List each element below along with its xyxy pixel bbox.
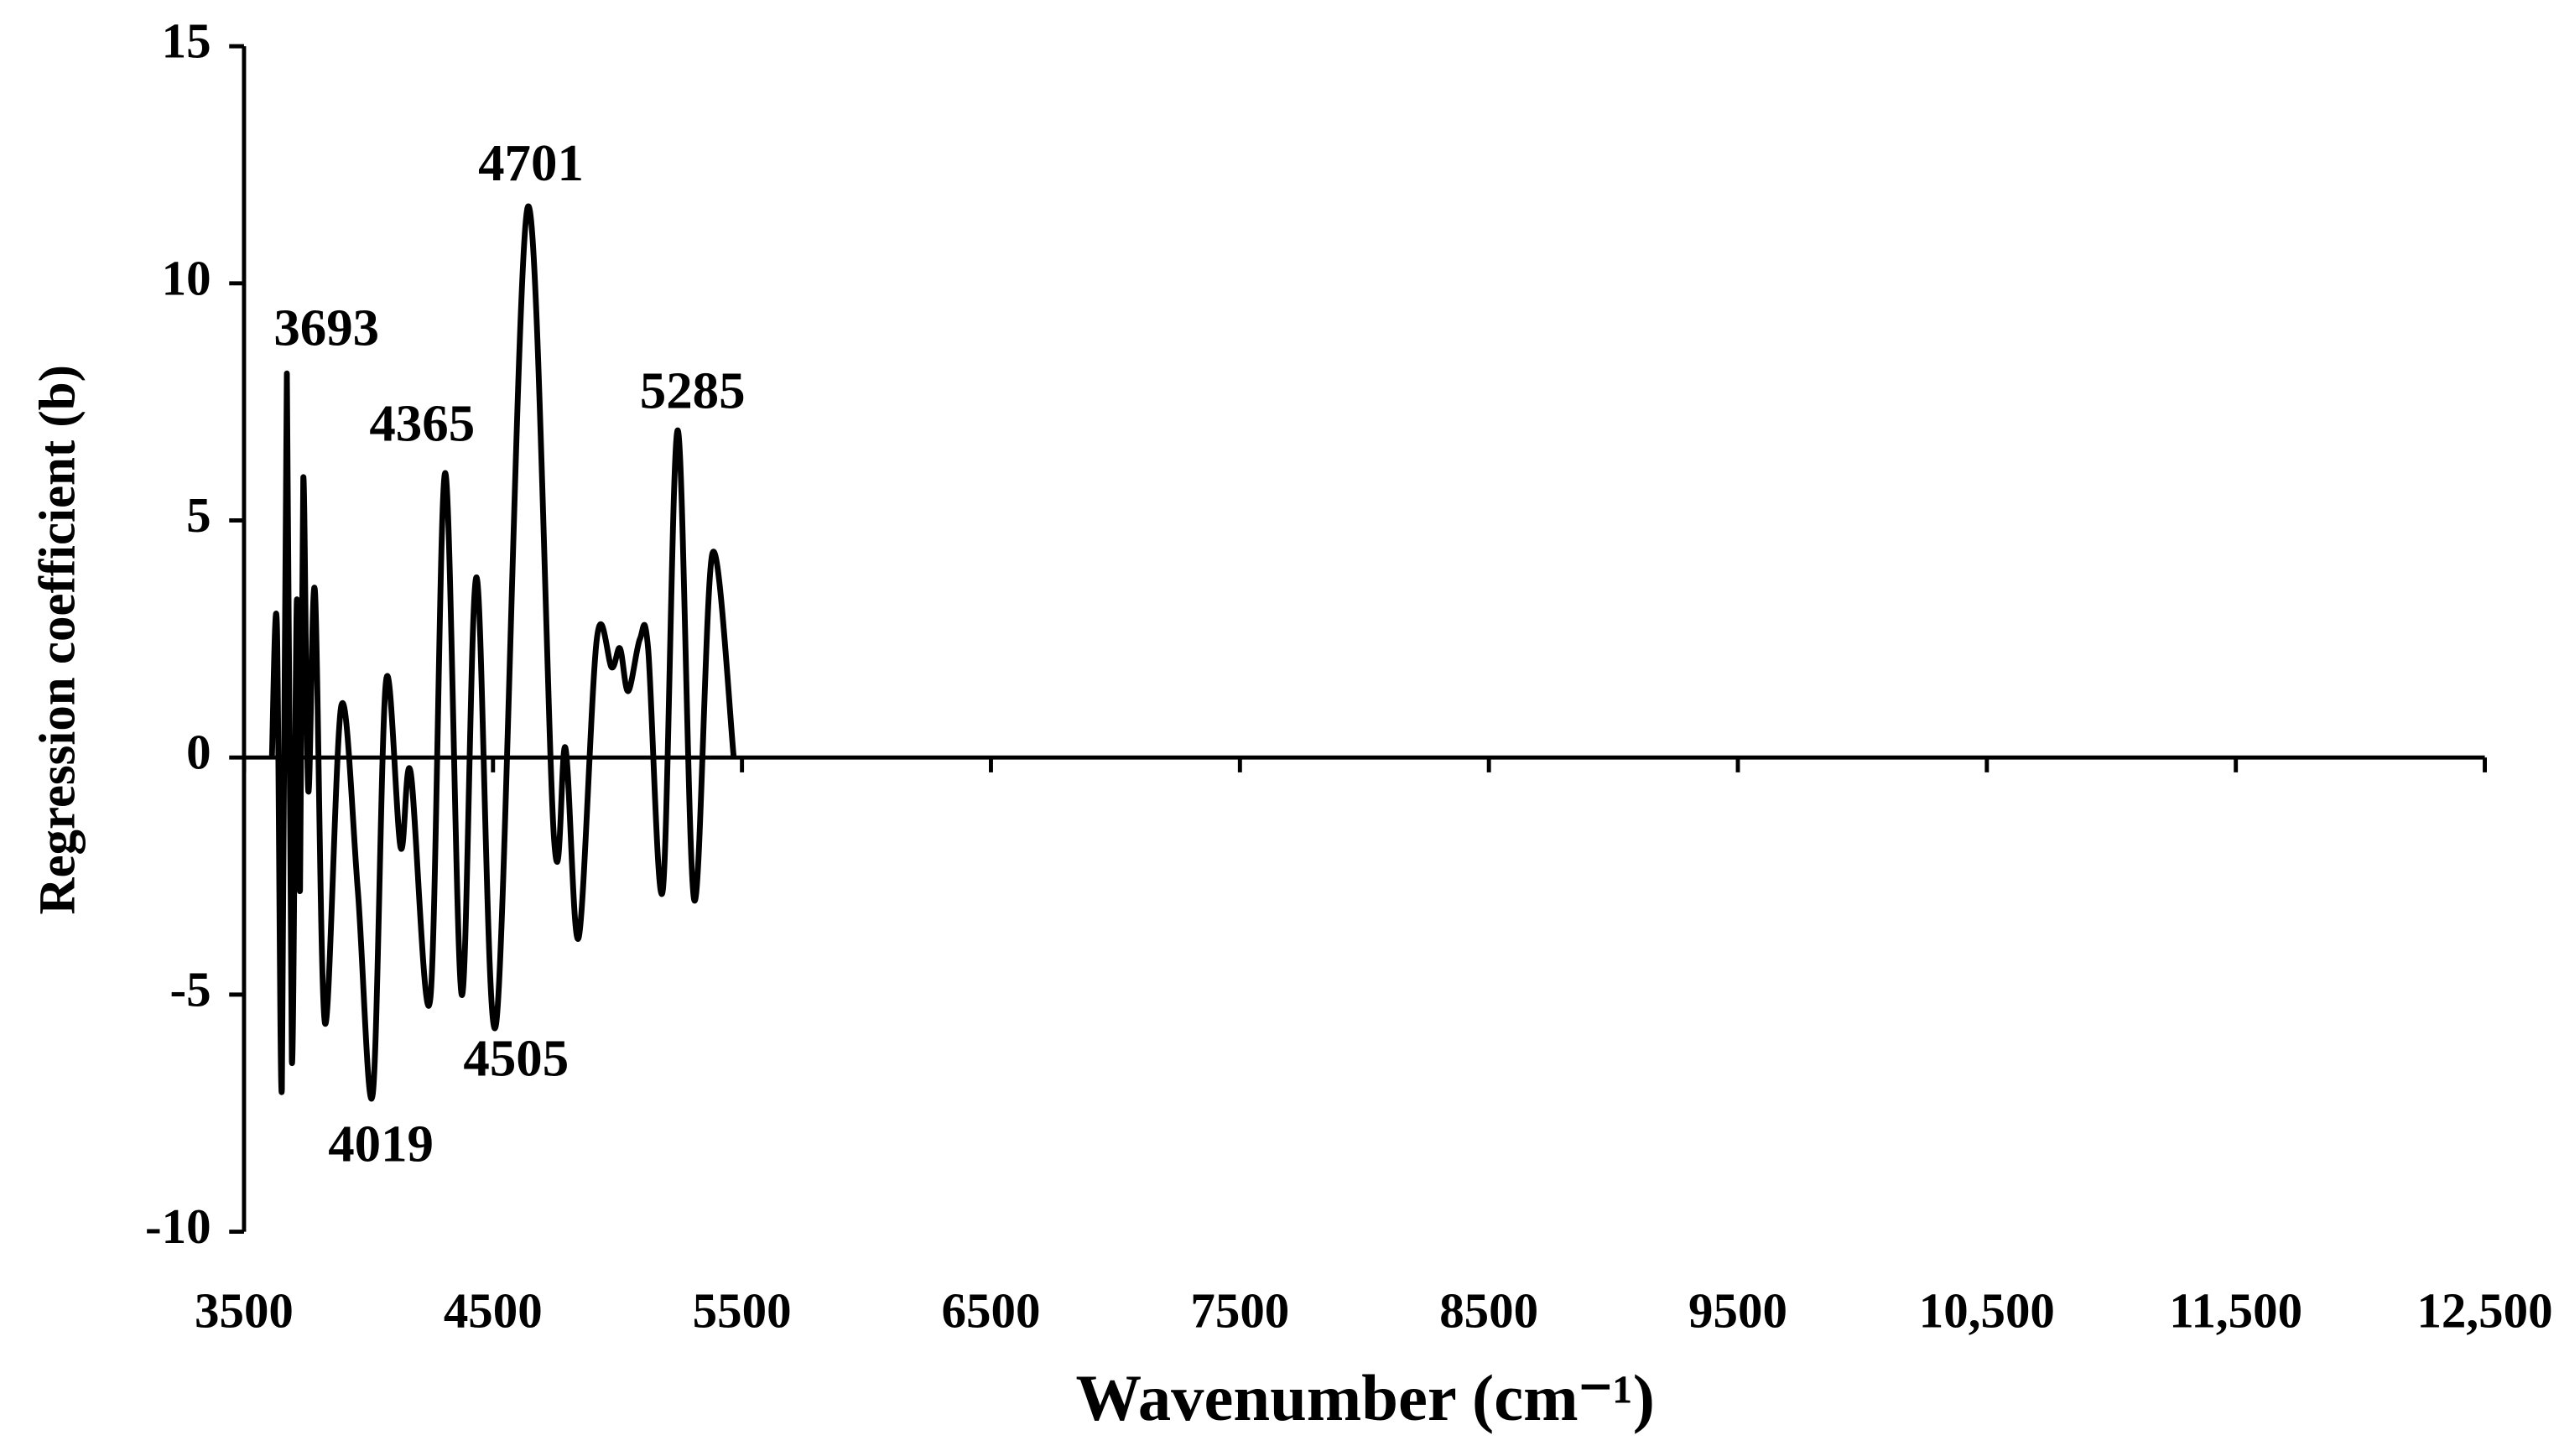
y-tick-label: 0 bbox=[186, 725, 211, 780]
y-tick-label: 10 bbox=[162, 250, 211, 305]
x-tick-label: 3500 bbox=[195, 1282, 294, 1338]
x-tick-label: 8500 bbox=[1439, 1282, 1538, 1338]
x-tick-label: 7500 bbox=[1190, 1282, 1289, 1338]
y-tick-label: -10 bbox=[145, 1199, 211, 1254]
x-tick-label: 11,500 bbox=[2169, 1282, 2302, 1338]
x-tick-label: 9500 bbox=[1688, 1282, 1787, 1338]
x-tick-label: 12,500 bbox=[2416, 1282, 2552, 1338]
peak-annotation: 4701 bbox=[478, 133, 584, 192]
x-tick-label: 5500 bbox=[693, 1282, 792, 1338]
x-tick-label: 10,500 bbox=[1919, 1282, 2055, 1338]
x-tick-label: 6500 bbox=[942, 1282, 1041, 1338]
data-line bbox=[268, 203, 737, 1102]
y-tick-label: 15 bbox=[162, 13, 211, 69]
peak-annotation: 4019 bbox=[328, 1115, 434, 1173]
peak-annotation: 4505 bbox=[463, 1028, 569, 1087]
y-axis-title: Regression coefficient (b) bbox=[30, 365, 86, 914]
peak-annotation: 5285 bbox=[640, 361, 746, 419]
peak-annotation: 3693 bbox=[273, 299, 379, 357]
peak-annotation: 4365 bbox=[369, 394, 475, 453]
x-tick-label: 4500 bbox=[444, 1282, 543, 1338]
y-tick-label: -5 bbox=[170, 961, 211, 1017]
y-tick-label: 5 bbox=[186, 487, 211, 543]
x-axis-title: Wavenumber (cm⁻¹) bbox=[1076, 1362, 1655, 1435]
